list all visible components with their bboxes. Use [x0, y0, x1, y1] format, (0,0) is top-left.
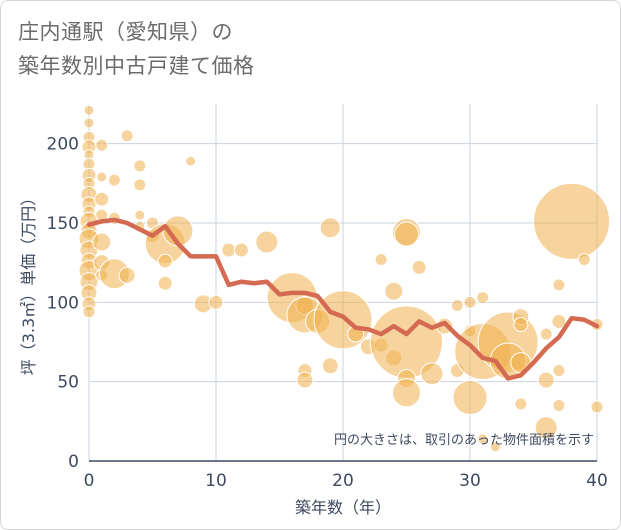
data-point [514, 397, 528, 411]
data-point [133, 178, 147, 192]
data-point [392, 378, 421, 408]
data-point [120, 129, 134, 143]
data-point [185, 155, 197, 167]
data-point [83, 117, 95, 129]
data-point [420, 362, 444, 386]
x-tick-label: 0 [84, 471, 95, 491]
y-tick-label: 200 [47, 135, 79, 155]
data-point [82, 305, 96, 319]
y-axis-title: 坪（3.3㎡）単価（万円） [19, 190, 38, 375]
data-point [477, 433, 489, 445]
data-point [133, 159, 147, 173]
data-point [537, 371, 555, 389]
y-tick-label: 150 [47, 214, 79, 234]
data-point [533, 182, 611, 260]
data-point [590, 400, 604, 414]
data-point [463, 295, 477, 309]
data-point [95, 138, 109, 152]
data-point [534, 416, 558, 440]
data-point [450, 299, 464, 313]
data-point [255, 230, 279, 254]
x-tick-label: 20 [332, 471, 354, 491]
data-point [96, 171, 108, 183]
data-point [157, 253, 173, 269]
data-point [107, 173, 121, 187]
data-point [513, 317, 529, 333]
data-point [552, 278, 566, 292]
data-point [83, 104, 95, 116]
data-point [233, 242, 249, 258]
x-tick-label: 30 [459, 471, 481, 491]
data-point [489, 441, 501, 453]
data-point [394, 221, 419, 247]
data-point [552, 398, 566, 412]
data-point [321, 357, 339, 375]
data-point [476, 291, 490, 305]
data-point [221, 242, 237, 258]
data-point [551, 313, 567, 329]
data-point [92, 232, 112, 252]
data-point [539, 327, 553, 341]
data-point [157, 275, 173, 291]
chart-title: 庄内通駅（愛知県）の 築年数別中古戸建て価格 [18, 20, 255, 78]
data-point [319, 217, 341, 239]
data-point [577, 252, 591, 266]
bubble-layer [78, 104, 611, 453]
x-tick-label: 40 [586, 471, 608, 491]
data-point [94, 191, 110, 207]
data-point [296, 371, 314, 389]
size-note: 円の大きさは、取引のあった物件面積を示す [334, 433, 594, 448]
data-point [452, 380, 488, 416]
x-axis-title: 築年数（年） [295, 498, 391, 517]
y-tick-label: 50 [57, 373, 79, 393]
x-tick-label: 10 [205, 471, 227, 491]
y-tick-label: 0 [68, 452, 79, 472]
data-point [118, 266, 136, 284]
data-point [411, 259, 427, 275]
data-point [384, 281, 404, 301]
data-point [134, 209, 146, 221]
y-tick-label: 100 [47, 293, 79, 313]
data-point [208, 294, 224, 310]
data-point [374, 252, 388, 266]
data-point [552, 364, 566, 378]
average-price-line [86, 217, 600, 381]
